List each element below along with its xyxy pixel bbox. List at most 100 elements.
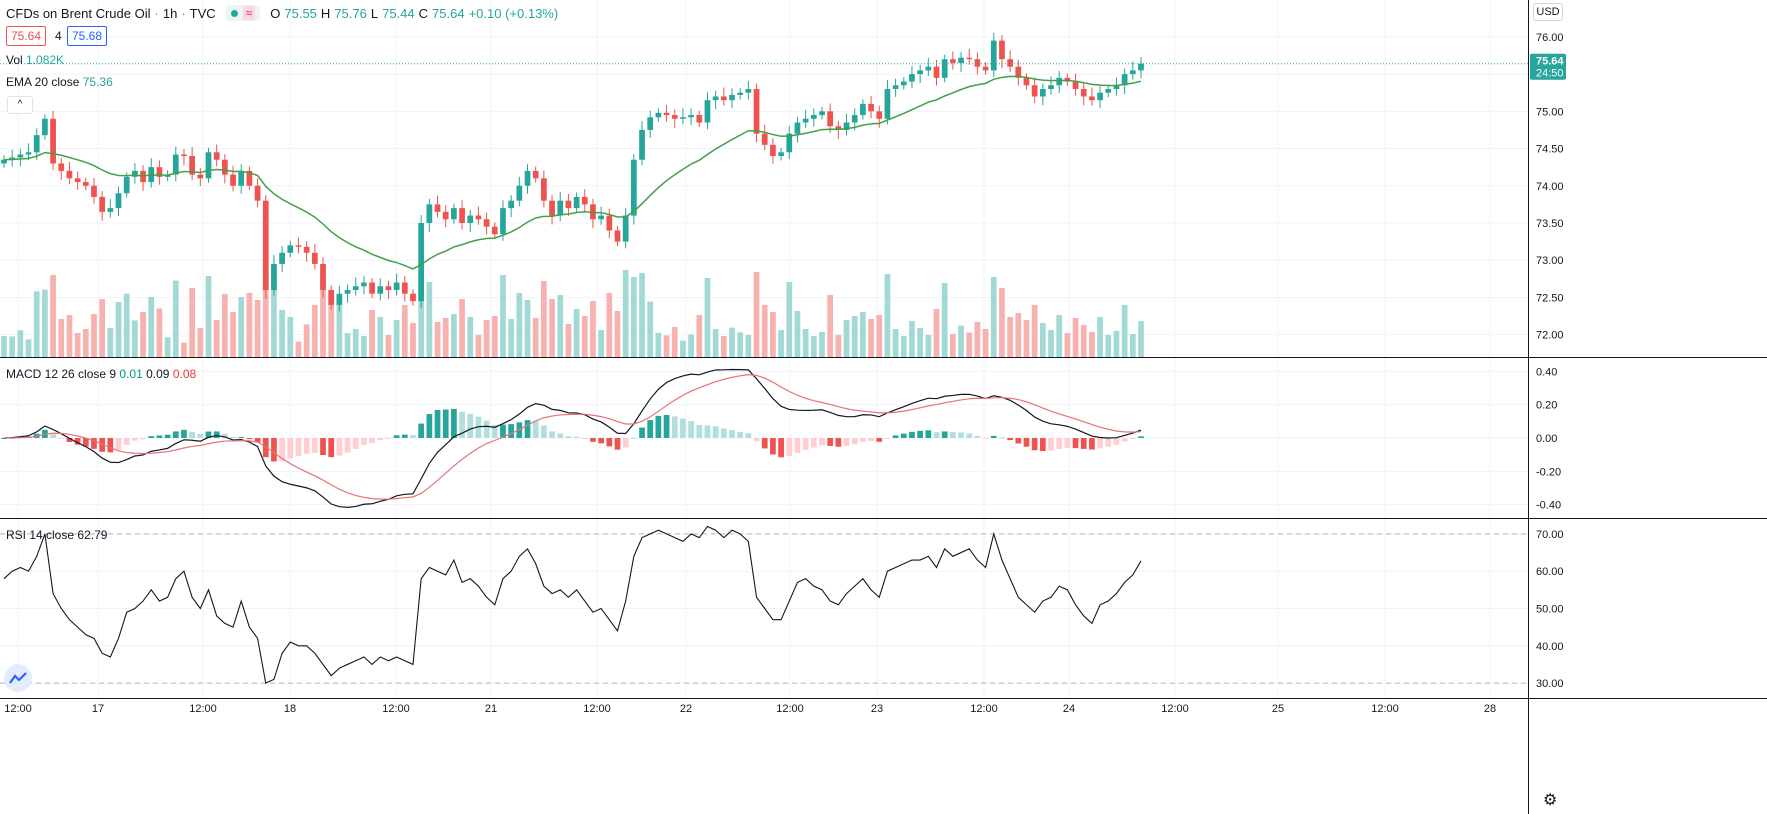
macd-legend[interactable]: MACD 12 26 close 9 0.01 0.09 0.08 <box>6 367 196 381</box>
price-axis-tick: 75.00 <box>1536 106 1564 118</box>
volume-bar <box>598 330 604 357</box>
price-axis-tick: 72.50 <box>1536 292 1564 304</box>
low-label: L <box>370 5 379 21</box>
macd-histogram-bar <box>459 411 465 438</box>
rsi-axis-tick: 70.00 <box>1536 529 1564 541</box>
volume-bar <box>1113 331 1120 357</box>
candle-body <box>1023 77 1030 86</box>
candle-body <box>704 100 711 123</box>
volume-bar <box>352 329 359 357</box>
candle-body <box>500 208 506 235</box>
candle-body <box>156 167 163 177</box>
tradingview-logo[interactable] <box>4 664 32 692</box>
volume-bar <box>753 272 760 357</box>
macd-histogram-bar <box>999 437 1005 439</box>
candle-body <box>58 163 65 171</box>
macd-histogram-bar <box>541 425 547 438</box>
macd-histogram-bar <box>770 438 776 455</box>
volume-bar <box>483 320 490 357</box>
macd-axis-tick: 0.20 <box>1536 400 1557 412</box>
time-axis-tick: 12:00 <box>583 703 611 715</box>
volume-bar <box>385 335 392 357</box>
candle-body <box>426 204 433 223</box>
candle-body <box>9 157 16 160</box>
macd-histogram-bar <box>172 431 179 438</box>
volume-bar <box>581 316 588 357</box>
candle-body <box>295 245 302 247</box>
interval-label[interactable]: 1h <box>162 5 178 21</box>
volume-bar <box>230 312 236 357</box>
macd-histogram-bar <box>974 435 981 438</box>
currency-button[interactable]: USD <box>1533 3 1563 21</box>
macd-histogram-bar <box>590 438 596 442</box>
bar-countdown: 24:50 <box>1536 68 1564 80</box>
volume-bar <box>712 329 719 357</box>
volume-bar <box>639 273 645 357</box>
spread-value: 4 <box>55 29 62 43</box>
ema-legend[interactable]: EMA 20 close 75.36 <box>6 75 113 89</box>
volume-bar <box>1105 335 1112 357</box>
candle-body <box>33 135 40 153</box>
macd-histogram-bar <box>819 438 825 446</box>
volume-bar <box>508 319 515 357</box>
macd-histogram-bar <box>426 414 433 438</box>
candle-body <box>745 89 752 93</box>
macd-histogram-bar <box>876 438 883 442</box>
volume-bar <box>434 322 441 357</box>
symbol-name[interactable]: CFDs on Brent Crude Oil <box>6 5 151 21</box>
macd-histogram-bar <box>377 438 384 441</box>
macd-line-value: 0.09 <box>146 367 170 381</box>
market-status-badge[interactable]: ≈ <box>225 5 261 21</box>
buy-price-button[interactable]: 75.68 <box>67 26 108 46</box>
volume-bar <box>663 335 670 357</box>
candle-body <box>172 154 179 175</box>
candle-body <box>1039 89 1046 97</box>
time-axis-tick: 23 <box>871 703 883 715</box>
volume-bar <box>172 280 179 357</box>
collapse-legend-button[interactable]: ^ <box>7 96 33 114</box>
last-price-value: 75.64 <box>1536 56 1564 68</box>
settings-gear-icon[interactable]: ⚙ <box>1543 792 1558 809</box>
macd-histogram-bar <box>565 436 572 438</box>
candle-body <box>205 152 212 179</box>
macd-histogram-bar <box>1097 438 1103 449</box>
price-axis-tick: 72.00 <box>1536 330 1564 342</box>
macd-histogram-bar <box>941 431 948 438</box>
macd-histogram-bar <box>140 438 146 440</box>
macd-histogram-bar <box>287 438 294 459</box>
volume-bar <box>778 330 784 357</box>
candle-body <box>941 59 948 78</box>
volume-bar <box>868 319 874 357</box>
candle-body <box>336 293 343 305</box>
volume-bar <box>1015 313 1022 357</box>
sell-price-button[interactable]: 75.64 <box>6 26 47 46</box>
candle-body <box>42 118 48 136</box>
candle-body <box>418 223 425 302</box>
macd-histogram-bar <box>483 420 490 438</box>
volume-legend[interactable]: Vol 1.082K <box>6 53 64 67</box>
macd-histogram-bar <box>369 438 375 444</box>
volume-bar <box>1 336 7 357</box>
macd-histogram-bar <box>279 438 285 462</box>
candle-body <box>868 103 874 112</box>
macd-histogram-bar <box>753 438 760 442</box>
volume-bar <box>819 332 825 357</box>
volume-bar <box>115 302 122 357</box>
macd-histogram-bar <box>1064 438 1071 448</box>
rsi-legend[interactable]: RSI 14 close 62.79 <box>6 528 107 542</box>
volume-bar <box>1080 325 1087 357</box>
volume-bar <box>393 320 400 357</box>
time-axis-tick: 22 <box>680 703 692 715</box>
chart-title: CFDs on Brent Crude Oil · 1h · TVC ≈ O 75… <box>6 5 559 21</box>
candle-body <box>50 118 56 164</box>
macd-histogram-bar <box>311 438 318 453</box>
macd-histogram-bar <box>467 413 474 438</box>
macd-histogram-bar <box>1129 438 1136 439</box>
volume-bar <box>1023 320 1030 357</box>
candle-body <box>1056 77 1063 86</box>
macd-histogram-bar <box>115 438 122 450</box>
macd-histogram-bar <box>950 432 956 438</box>
candle-body <box>254 185 261 201</box>
candle-body <box>230 174 236 186</box>
